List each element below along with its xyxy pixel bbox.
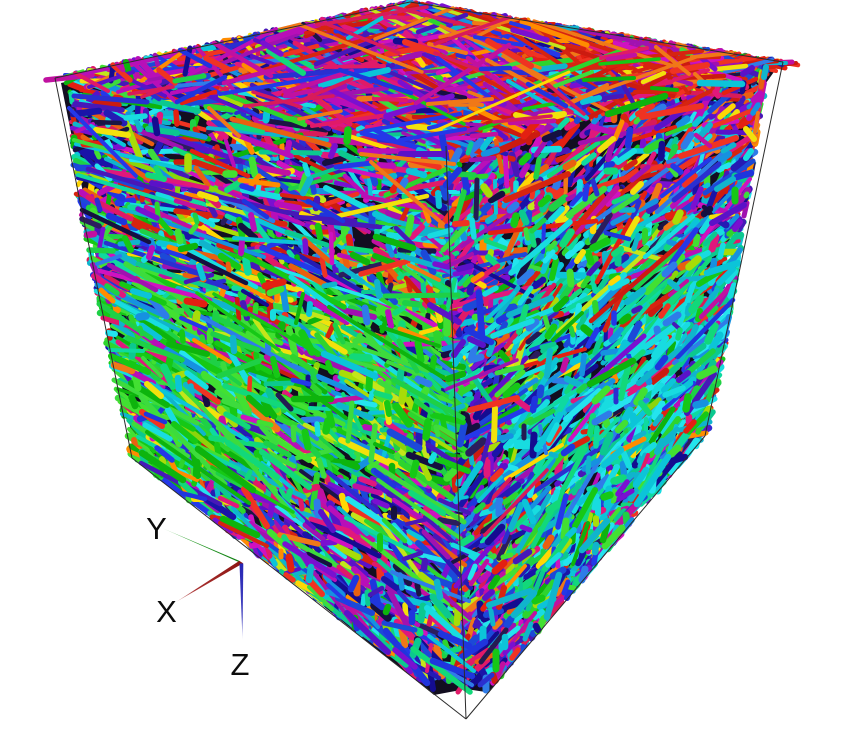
svg-text:Y: Y — [146, 511, 167, 546]
svg-text:X: X — [156, 594, 177, 629]
svg-text:Z: Z — [231, 647, 250, 682]
